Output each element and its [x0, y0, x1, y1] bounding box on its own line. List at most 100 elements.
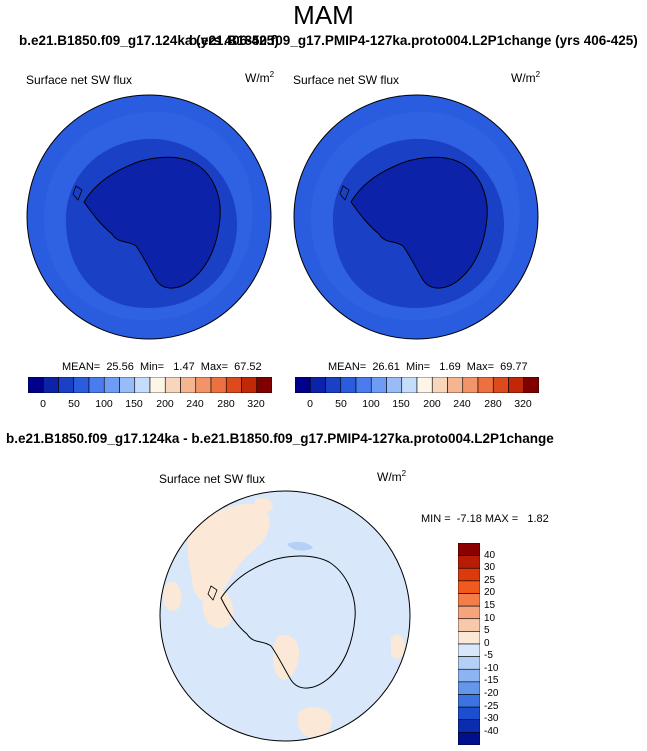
colorbar-swatch [340, 377, 357, 393]
left-tick: 100 [95, 398, 113, 410]
left-stats: MEAN= 25.56 Min= 1.47 Max= 67.52 [62, 361, 262, 373]
colorbar-swatch [241, 377, 258, 393]
colorbar-swatch [42, 377, 59, 393]
diff-tick: -10 [484, 663, 499, 674]
diff-variable-label: Surface net SW flux [159, 472, 266, 486]
right-tick: 150 [392, 398, 410, 410]
diff-tick: -25 [484, 701, 499, 712]
colorbar-swatch [401, 377, 418, 393]
colorbar-swatch [195, 377, 212, 393]
diff-title: b.e21.B1850.f09_g17.124ka - b.e21.B1850.… [6, 431, 554, 446]
left-tick: 320 [247, 398, 265, 410]
colorbar-swatch [225, 377, 242, 393]
colorbar-swatch [325, 377, 342, 393]
right-variable-label: Surface net SW flux [293, 73, 400, 87]
colorbar-swatch [416, 377, 433, 393]
left-tick: 50 [68, 398, 80, 410]
colorbar-swatch [458, 580, 480, 594]
diff-peninsula-outline [207, 585, 218, 601]
right-stats: MEAN= 26.61 Min= 1.69 Max= 69.77 [328, 361, 528, 373]
diff-tick: -30 [484, 713, 499, 724]
colorbar-swatch [447, 377, 464, 393]
right-peninsula-outline [339, 185, 350, 201]
diff-positive-patch [297, 707, 333, 738]
colorbar-swatch [458, 668, 480, 683]
diff-stats: MIN = -7.18 MAX = 1.82 [421, 513, 549, 525]
right-antarctica-outline [350, 156, 488, 289]
diff-polar-map [159, 490, 411, 742]
colorbar-swatch [458, 605, 480, 620]
left-tick: 200 [156, 398, 174, 410]
colorbar-swatch [164, 377, 181, 393]
right-tick: 0 [307, 398, 313, 410]
colorbar-swatch [88, 377, 105, 393]
left-colorbar [28, 377, 272, 393]
colorbar-swatch [458, 706, 480, 721]
colorbar-swatch [458, 567, 480, 582]
diff-units-label: W/m2 [377, 469, 407, 484]
right-colorbar-ticks: 0 50 100 150 200 240 280 320 [280, 398, 554, 412]
right-tick: 240 [453, 398, 471, 410]
colorbar-swatch [477, 377, 494, 393]
diff-tick: -5 [484, 650, 493, 661]
colorbar-swatch [458, 593, 480, 607]
colorbar-swatch [256, 377, 272, 393]
left-run-title: b.e21.B1850.f09_g17.124ka (yrs 406-425) [19, 33, 279, 48]
colorbar-swatch [134, 377, 151, 393]
colorbar-swatch [523, 377, 539, 393]
diff-positive-patch [273, 634, 299, 680]
colorbar-swatch [370, 377, 387, 393]
colorbar-swatch [492, 377, 509, 393]
colorbar-swatch [103, 377, 120, 393]
colorbar-swatch [210, 377, 227, 393]
colorbar-swatch [309, 377, 326, 393]
diff-tick: 0 [484, 638, 490, 649]
colorbar-swatch [458, 732, 480, 745]
right-colorbar [295, 377, 539, 393]
colorbar-swatch [458, 694, 480, 708]
diff-positive-patch [391, 634, 405, 659]
colorbar-swatch [295, 377, 311, 393]
colorbar-swatch [458, 618, 480, 632]
diff-tick: -15 [484, 675, 499, 686]
left-tick: 150 [125, 398, 143, 410]
colorbar-swatch [458, 555, 480, 569]
diff-negative-patch [287, 541, 313, 551]
right-tick: 100 [362, 398, 380, 410]
left-peninsula-outline [72, 185, 83, 201]
diff-tick: 15 [484, 600, 496, 611]
diff-positive-patch [202, 587, 234, 629]
colorbar-swatch [458, 643, 480, 657]
left-tick: 0 [40, 398, 46, 410]
diff-tick: 25 [484, 575, 496, 586]
left-variable-label: Surface net SW flux [26, 73, 133, 87]
colorbar-swatch [58, 377, 75, 393]
colorbar-swatch [149, 377, 166, 393]
colorbar-swatch [431, 377, 448, 393]
diff-positive-patch [162, 581, 182, 611]
left-antarctica-outline [83, 156, 221, 289]
colorbar-swatch [458, 719, 480, 733]
right-run-title: b.e21.B1850.f09_g17.PMIP4-127ka.proto004… [189, 33, 638, 48]
diff-tick: -40 [484, 726, 499, 737]
diff-tick: 10 [484, 613, 496, 624]
colorbar-swatch [462, 377, 479, 393]
colorbar-swatch [458, 543, 480, 556]
right-polar-map [293, 94, 539, 340]
season-title: MAM [293, 0, 354, 30]
left-units-label: W/m2 [245, 70, 275, 85]
diff-antarctica-outline [220, 555, 356, 689]
left-tick: 280 [217, 398, 235, 410]
right-tick: 280 [484, 398, 502, 410]
left-colorbar-ticks: 0 50 100 150 200 240 280 320 [13, 398, 287, 412]
colorbar-swatch [119, 377, 136, 393]
colorbar-swatch [508, 377, 525, 393]
right-tick: 320 [514, 398, 532, 410]
diff-tick: 30 [484, 562, 496, 573]
colorbar-swatch [180, 377, 197, 393]
diff-tick: 5 [484, 625, 490, 636]
colorbar-swatch [458, 656, 480, 670]
right-tick: 50 [335, 398, 347, 410]
right-tick: 200 [423, 398, 441, 410]
diff-tick: -20 [484, 688, 499, 699]
